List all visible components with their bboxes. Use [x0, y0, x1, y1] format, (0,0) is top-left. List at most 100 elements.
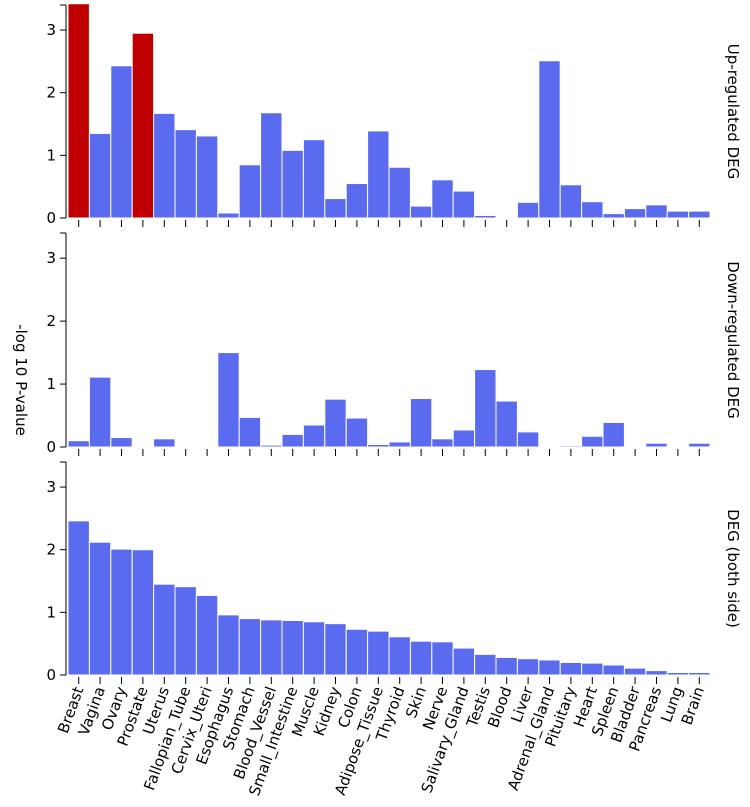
bar-colon [345, 183, 369, 219]
bar-pancreas [645, 670, 668, 676]
bar-testis [474, 653, 497, 676]
bar-pancreas [645, 204, 668, 219]
bar-cervix_uteri [195, 594, 219, 676]
bar-lung [666, 671, 690, 676]
bar-skin [409, 205, 433, 219]
bar-nerve [431, 179, 454, 219]
bar-heart [581, 201, 604, 219]
y-tick-label: 0 [46, 209, 56, 227]
bar-heart [581, 662, 604, 676]
bar-nerve [431, 438, 454, 448]
bar-liver [516, 431, 540, 448]
bar-esophagus [217, 614, 240, 676]
bar-kidney [324, 398, 347, 448]
bar-vagina [88, 132, 112, 219]
bar-nerve [431, 641, 454, 676]
bar-uterus [153, 438, 176, 448]
y-tick-label: 3 [46, 478, 56, 496]
y-tick-label: 0 [46, 666, 56, 684]
y-tick-label: 1 [46, 603, 56, 621]
bar-brain [688, 210, 711, 219]
bar-blood [495, 400, 518, 448]
bar-esophagus [217, 352, 240, 448]
bar-ovary [110, 548, 133, 676]
bar-spleen [602, 213, 625, 219]
bar-bladder [623, 667, 647, 676]
bar-salivary_gland [452, 429, 476, 448]
panel-3: 0 1 2 3 DEG (both side) [46, 461, 742, 684]
bar-pituitary [559, 445, 583, 448]
y-tick-label: 3 [46, 249, 56, 267]
bar-adipose_tissue [367, 130, 390, 219]
bar-muscle [302, 424, 326, 448]
bar-adrenal_gland [538, 659, 561, 676]
bar-small_intestine [281, 149, 304, 219]
bar-liver [516, 658, 540, 676]
panel-title: DEG (both side) [724, 509, 742, 628]
bar-heart [581, 435, 604, 448]
bar-brain [688, 671, 711, 676]
y-tick-label: 1 [46, 375, 56, 393]
bar-kidney [324, 623, 347, 676]
bar-brain [688, 442, 711, 448]
bar-bladder [623, 208, 647, 219]
bar-breast [67, 3, 90, 219]
bar-spleen [602, 664, 625, 676]
bar-testis [474, 214, 497, 219]
bar-cervix_uteri [195, 135, 219, 219]
bar-stomach [238, 416, 262, 448]
bar-small_intestine [281, 433, 304, 448]
bar-vagina [88, 376, 112, 448]
y-tick-label: 1 [46, 146, 56, 164]
bar-skin [409, 398, 433, 448]
y-tick-label: 2 [46, 84, 56, 102]
bar-salivary_gland [452, 190, 476, 219]
bar-fallopian_tube [174, 586, 197, 676]
bar-blood_vessel [260, 619, 283, 676]
bar-salivary_gland [452, 647, 476, 676]
y-tick-label: 3 [46, 21, 56, 39]
bar-testis [474, 369, 497, 448]
bar-thyroid [388, 166, 411, 219]
bar-muscle [302, 139, 326, 219]
bar-colon [345, 417, 369, 448]
bar-adrenal_gland [538, 60, 561, 219]
panel-title: Down-regulated DEG [724, 261, 742, 418]
bar-breast [67, 440, 90, 448]
bar-fallopian_tube [174, 129, 197, 219]
y-tick-label: 2 [46, 541, 56, 559]
y-tick-label: 0 [46, 438, 56, 456]
bar-ovary [110, 65, 133, 219]
bar-pancreas [645, 442, 668, 448]
bar-uterus [153, 583, 176, 676]
panel-1: 0 1 2 3 Up-regulated DEG [46, 3, 742, 227]
bar-kidney [324, 198, 347, 219]
bar-thyroid [388, 636, 411, 676]
bar-vagina [88, 541, 112, 676]
bar-prostate [131, 549, 155, 676]
bar-lung [666, 210, 690, 219]
bar-liver [516, 201, 540, 219]
panel-title: Up-regulated DEG [724, 44, 742, 179]
bar-spleen [602, 421, 625, 448]
bar-thyroid [388, 441, 411, 448]
bar-stomach [238, 618, 262, 676]
panel-2: 0 1 2 3 Down-regulated DEG [46, 232, 742, 456]
bar-blood [495, 656, 518, 676]
bar-adipose_tissue [367, 443, 390, 448]
bar-adipose_tissue [367, 630, 390, 676]
y-tick-label: 2 [46, 312, 56, 330]
bar-blood_vessel [260, 444, 283, 448]
bar-pituitary [559, 661, 583, 676]
x-tick-labels: BreastVaginaOvaryProstateUterusFallopian… [54, 683, 708, 798]
bar-ovary [110, 437, 133, 448]
bar-esophagus [217, 212, 240, 219]
bar-blood_vessel [260, 112, 283, 219]
bar-colon [345, 628, 369, 676]
bar-prostate [131, 32, 155, 219]
y-axis-label: -log 10 P-value [12, 324, 30, 436]
bar-breast [67, 520, 90, 676]
bar-small_intestine [281, 619, 304, 676]
bar-skin [409, 640, 433, 676]
